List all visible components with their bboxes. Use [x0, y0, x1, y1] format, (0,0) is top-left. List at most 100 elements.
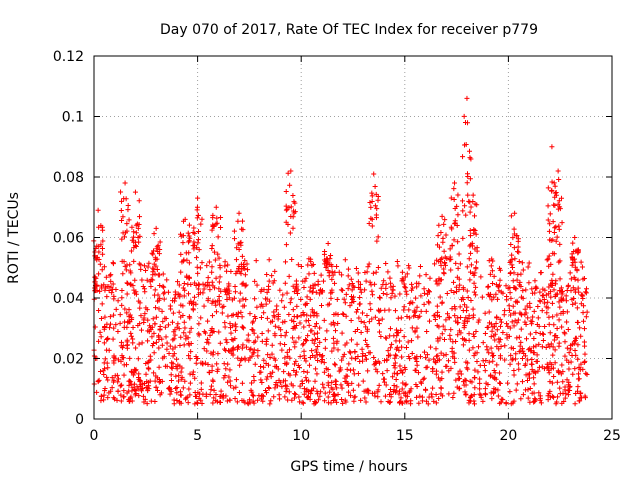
data-point	[417, 354, 423, 360]
data-point	[379, 316, 385, 322]
data-point	[450, 339, 456, 345]
data-point	[525, 395, 531, 401]
data-point	[460, 208, 466, 214]
data-point	[218, 388, 224, 394]
data-point	[564, 319, 570, 325]
data-point	[576, 371, 582, 377]
data-point	[227, 367, 233, 373]
data-point	[286, 312, 292, 318]
data-point	[342, 257, 348, 263]
data-point	[529, 361, 535, 367]
data-point	[159, 342, 165, 348]
data-point	[469, 393, 475, 399]
data-point	[264, 376, 270, 382]
data-point	[554, 379, 560, 385]
data-point	[131, 245, 137, 251]
data-point	[281, 369, 287, 375]
data-point	[335, 320, 341, 326]
data-point	[480, 340, 486, 346]
data-point	[511, 323, 517, 329]
data-point	[335, 347, 341, 353]
data-point	[562, 339, 568, 345]
data-point	[224, 398, 230, 404]
data-point	[529, 367, 535, 373]
data-point	[321, 369, 327, 375]
data-point	[343, 313, 349, 319]
data-point	[301, 391, 307, 397]
data-point	[178, 369, 184, 375]
data-point	[555, 168, 561, 174]
data-point	[517, 279, 523, 285]
data-point	[118, 339, 124, 345]
data-point	[563, 298, 569, 304]
data-point	[269, 318, 275, 324]
data-point	[105, 395, 111, 401]
data-point	[394, 384, 400, 390]
data-point	[551, 251, 557, 257]
data-point	[520, 392, 526, 398]
data-point	[216, 329, 222, 335]
data-point	[236, 210, 242, 216]
data-point	[517, 343, 523, 349]
data-point	[516, 334, 522, 340]
data-point	[467, 227, 473, 233]
data-point	[547, 379, 553, 385]
data-point	[363, 278, 369, 284]
data-point	[322, 337, 328, 343]
data-point	[465, 192, 471, 198]
data-point	[329, 269, 335, 275]
data-point	[410, 300, 416, 306]
data-point	[477, 386, 483, 392]
data-point	[195, 237, 201, 243]
data-point	[210, 352, 216, 358]
data-point	[127, 378, 133, 384]
data-point	[509, 257, 515, 263]
data-point	[121, 388, 127, 394]
data-point	[139, 277, 145, 283]
data-point	[193, 354, 199, 360]
data-point	[109, 375, 115, 381]
data-point	[392, 308, 398, 314]
data-point	[435, 242, 441, 248]
data-point	[374, 206, 380, 212]
data-point	[511, 398, 517, 404]
data-point	[545, 256, 551, 262]
data-point	[249, 327, 255, 333]
data-point	[314, 349, 320, 355]
data-point	[566, 350, 572, 356]
data-point	[410, 285, 416, 291]
data-point	[332, 269, 338, 275]
data-point	[546, 321, 552, 327]
data-point	[343, 291, 349, 297]
data-point	[498, 289, 504, 295]
data-point	[387, 275, 393, 281]
data-point	[452, 180, 458, 186]
data-point	[431, 313, 437, 319]
data-point	[433, 360, 439, 366]
data-point	[195, 390, 201, 396]
data-point	[237, 269, 243, 275]
data-point	[583, 370, 589, 376]
data-point	[145, 264, 151, 270]
data-point	[140, 284, 146, 290]
data-point	[418, 379, 424, 385]
data-point	[218, 214, 224, 220]
data-point	[272, 363, 278, 369]
data-point	[489, 297, 495, 303]
data-point	[339, 396, 345, 402]
data-point	[193, 255, 199, 261]
data-point	[443, 317, 449, 323]
data-point	[348, 337, 354, 343]
data-point	[478, 274, 484, 280]
data-point	[341, 312, 347, 318]
data-point	[143, 371, 149, 377]
data-point	[238, 261, 244, 267]
data-point	[133, 345, 139, 351]
data-point	[196, 395, 202, 401]
data-point	[198, 315, 204, 321]
data-point	[511, 226, 517, 232]
data-point	[548, 294, 554, 300]
data-point	[283, 388, 289, 394]
data-point	[309, 289, 315, 295]
data-point	[391, 382, 397, 388]
